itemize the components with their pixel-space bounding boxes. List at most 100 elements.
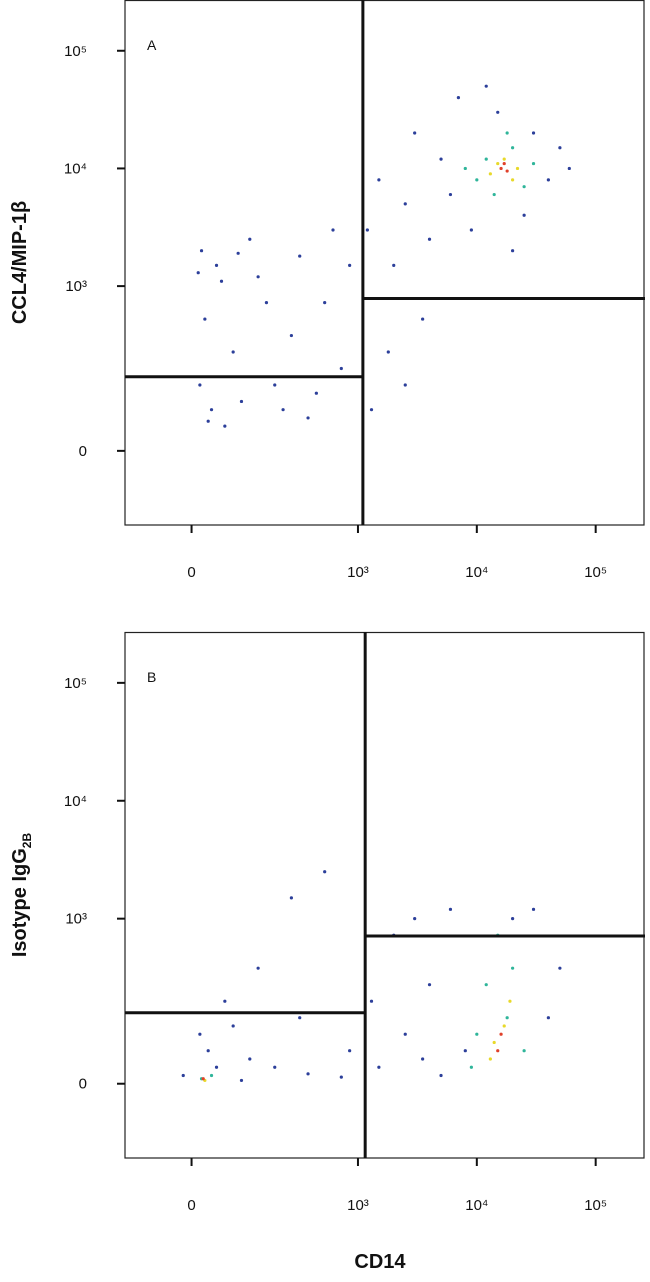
event-dot bbox=[219, 279, 224, 283]
event-dot bbox=[522, 185, 526, 189]
event-dot bbox=[448, 907, 453, 911]
event-dot bbox=[209, 408, 214, 412]
event-dot bbox=[198, 1032, 202, 1036]
event-dot bbox=[439, 157, 443, 161]
event-dot bbox=[492, 1040, 496, 1045]
plot-frame bbox=[124, 0, 645, 526]
event-dot bbox=[209, 1073, 214, 1078]
event-dot bbox=[298, 254, 302, 258]
event-dot bbox=[469, 1065, 473, 1069]
y-tick-label: 0 bbox=[79, 443, 87, 460]
event-dot bbox=[239, 1078, 244, 1083]
event-dot bbox=[369, 408, 374, 412]
event-dot bbox=[502, 1024, 506, 1028]
event-dot bbox=[448, 192, 453, 197]
event-dot bbox=[463, 1049, 467, 1053]
event-dot bbox=[502, 161, 506, 166]
event-dot bbox=[273, 383, 277, 387]
y-axis-title-text: CCL4/MIP-1β bbox=[9, 201, 31, 324]
event-dot bbox=[392, 263, 396, 267]
event-dot bbox=[475, 1032, 479, 1036]
event-dot bbox=[201, 1077, 205, 1081]
event-dot bbox=[199, 249, 204, 253]
event-dot bbox=[403, 383, 407, 387]
event-dot bbox=[469, 228, 473, 232]
event-dot bbox=[522, 1049, 526, 1053]
x-tick-label: 10⁴ bbox=[465, 1197, 488, 1214]
event-dot bbox=[567, 166, 571, 171]
event-dot bbox=[505, 169, 509, 173]
event-dot bbox=[348, 1049, 352, 1053]
event-dot bbox=[496, 110, 500, 114]
event-dot bbox=[206, 419, 210, 423]
event-dot bbox=[463, 166, 467, 171]
event-dot bbox=[214, 1065, 219, 1069]
y-tick-label: 10⁵ bbox=[64, 43, 87, 60]
event-dot bbox=[427, 983, 432, 987]
event-dot bbox=[198, 383, 202, 387]
event-dot bbox=[510, 249, 515, 253]
event-dot bbox=[488, 1057, 492, 1061]
event-dot bbox=[499, 166, 503, 171]
event-dot bbox=[214, 263, 219, 267]
event-dot bbox=[546, 1016, 550, 1020]
event-dot bbox=[510, 966, 515, 970]
event-dot bbox=[314, 391, 318, 395]
event-dot bbox=[484, 157, 488, 161]
x-axis-title: CD14 bbox=[354, 1251, 406, 1273]
event-dot bbox=[306, 1072, 310, 1076]
event-dot bbox=[421, 1057, 425, 1061]
event-dot bbox=[273, 1065, 277, 1069]
event-dot bbox=[413, 131, 417, 135]
event-dot bbox=[522, 213, 526, 217]
event-dot bbox=[256, 966, 260, 970]
event-dot bbox=[348, 263, 352, 267]
event-dot bbox=[323, 870, 327, 874]
event-dot bbox=[488, 172, 492, 176]
event-dot bbox=[531, 161, 536, 166]
x-tick-label: 0 bbox=[187, 564, 195, 581]
panel-label: A bbox=[147, 37, 157, 53]
panel-label: B bbox=[147, 669, 156, 685]
x-tick-label: 10³ bbox=[347, 564, 369, 581]
event-dot bbox=[298, 1016, 302, 1020]
event-dot bbox=[223, 999, 227, 1003]
event-dot bbox=[403, 1032, 407, 1036]
event-dot bbox=[558, 966, 562, 970]
event-dot bbox=[239, 399, 244, 404]
event-dot bbox=[231, 1024, 235, 1028]
x-tick-label: 10⁴ bbox=[465, 564, 488, 581]
event-dot bbox=[505, 131, 509, 135]
event-dot bbox=[236, 251, 240, 255]
event-dot bbox=[331, 228, 335, 232]
event-dot bbox=[510, 146, 515, 150]
event-dot bbox=[427, 237, 432, 241]
y-axis-title-text: Isotype IgG bbox=[9, 848, 31, 957]
event-dot bbox=[484, 84, 488, 88]
event-dot bbox=[475, 178, 479, 182]
event-dot bbox=[339, 1075, 343, 1079]
event-dot bbox=[505, 1016, 509, 1020]
event-dot bbox=[203, 317, 207, 321]
y-axis-title: CCL4/MIP-1β bbox=[9, 201, 31, 324]
y-axis-title: Isotype IgG2B bbox=[9, 833, 34, 958]
event-dot bbox=[386, 350, 390, 354]
y-tick-label: 10³ bbox=[65, 278, 87, 295]
event-dot bbox=[369, 999, 374, 1003]
event-dot bbox=[413, 917, 417, 921]
event-dot bbox=[377, 1065, 381, 1069]
event-dot bbox=[281, 408, 285, 412]
event-dot bbox=[323, 300, 327, 305]
event-dot bbox=[256, 275, 260, 279]
event-dot bbox=[223, 424, 227, 428]
event-dot bbox=[377, 178, 381, 182]
y-tick-label: 10⁴ bbox=[64, 793, 87, 810]
event-dot bbox=[496, 161, 500, 166]
event-dot bbox=[499, 1032, 503, 1036]
event-dot bbox=[496, 1049, 500, 1053]
event-dot bbox=[231, 350, 235, 354]
y-tick-label: 0 bbox=[79, 1076, 87, 1093]
x-tick-label: 10³ bbox=[347, 1197, 369, 1214]
event-dot bbox=[558, 146, 562, 150]
event-dot bbox=[515, 166, 520, 171]
